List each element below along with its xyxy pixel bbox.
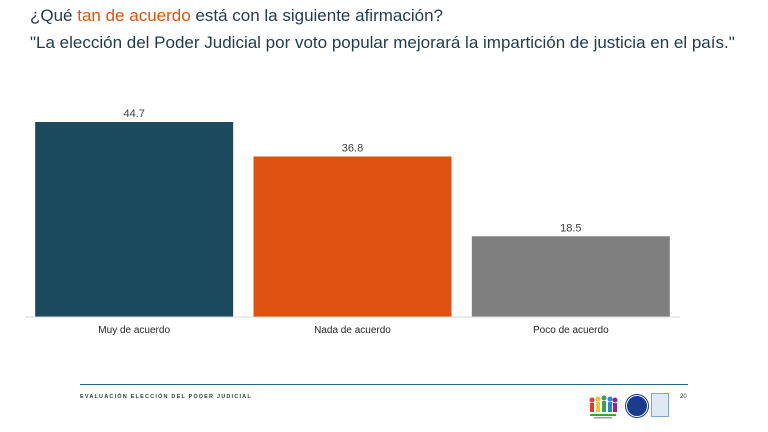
bar-3 bbox=[471, 236, 670, 317]
category-label-2: Nada de acuerdo bbox=[314, 325, 391, 336]
question-title: ¿Qué tan de acuerdo está con la siguient… bbox=[30, 6, 443, 26]
bar-1 bbox=[35, 122, 234, 317]
bars-group: 44.7 Muy de acuerdo 36.8 Nada de acuerdo 18.… bbox=[35, 108, 670, 336]
category-label-1: Muy de acuerdo bbox=[98, 325, 170, 336]
page-number: 20 bbox=[680, 394, 687, 400]
data-label-1: 44.7 bbox=[123, 108, 144, 120]
category-label-3: Poco de acuerdo bbox=[533, 325, 609, 336]
data-label-3: 18.5 bbox=[560, 222, 581, 234]
badge-logo bbox=[651, 393, 669, 417]
footer-title: EVALUACIÓN ELECCIÓN DEL PODER JUDICIAL bbox=[80, 394, 252, 400]
people-logo bbox=[589, 395, 618, 419]
question-pre: ¿Qué bbox=[30, 6, 78, 25]
bar-chart: 44.7 Muy de acuerdo 36.8 Nada de acuerdo 18.… bbox=[25, 108, 680, 336]
data-label-2: 36.8 bbox=[342, 142, 363, 154]
bar-2 bbox=[253, 156, 452, 317]
question-post: está con la siguiente afirmación? bbox=[190, 6, 443, 25]
question-highlight: tan de acuerdo bbox=[77, 6, 191, 25]
statement-text: "La elección del Poder Judicial por voto… bbox=[30, 33, 735, 52]
footer-divider bbox=[80, 384, 688, 385]
circle-seal-logo bbox=[626, 395, 648, 417]
